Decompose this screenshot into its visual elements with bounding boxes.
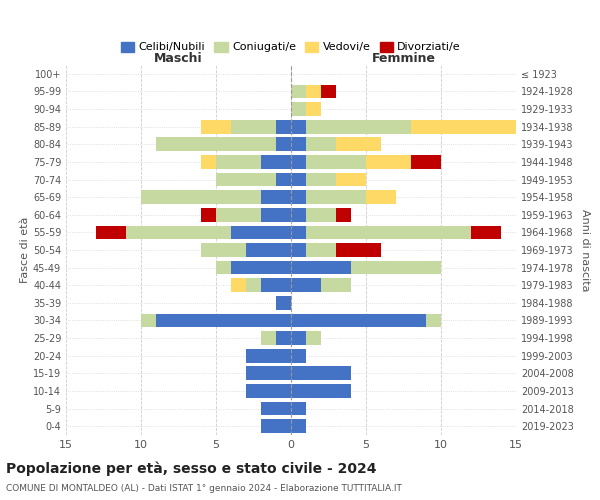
Bar <box>291 331 306 345</box>
Bar <box>291 208 306 222</box>
Bar <box>231 278 246 292</box>
Bar <box>261 190 291 204</box>
Bar <box>291 226 306 239</box>
Bar <box>216 208 261 222</box>
Bar <box>246 384 291 398</box>
Bar <box>291 366 351 380</box>
Bar <box>216 172 276 186</box>
Bar <box>321 84 336 98</box>
Text: Femmine: Femmine <box>371 52 436 65</box>
Legend: Celibi/Nubili, Coniugati/e, Vedovi/e, Divorziati/e: Celibi/Nubili, Coniugati/e, Vedovi/e, Di… <box>116 38 466 57</box>
Bar <box>291 138 306 151</box>
Bar <box>276 296 291 310</box>
Bar <box>366 155 411 169</box>
Bar <box>276 331 291 345</box>
Y-axis label: Fasce di età: Fasce di età <box>20 217 30 283</box>
Bar <box>306 138 336 151</box>
Bar <box>291 120 306 134</box>
Bar <box>201 120 231 134</box>
Bar <box>291 278 321 292</box>
Bar <box>246 349 291 362</box>
Bar <box>141 190 261 204</box>
Bar <box>216 260 231 274</box>
Bar <box>276 120 291 134</box>
Bar <box>156 314 291 328</box>
Bar <box>336 138 381 151</box>
Bar <box>291 243 306 257</box>
Bar <box>261 402 291 415</box>
Bar <box>351 260 441 274</box>
Bar <box>306 172 336 186</box>
Bar <box>411 155 441 169</box>
Bar <box>246 243 291 257</box>
Bar <box>261 155 291 169</box>
Bar <box>471 226 501 239</box>
Bar <box>306 208 336 222</box>
Bar <box>231 226 291 239</box>
Bar <box>141 314 156 328</box>
Bar <box>291 155 306 169</box>
Bar <box>291 314 426 328</box>
Text: Popolazione per età, sesso e stato civile - 2024: Popolazione per età, sesso e stato civil… <box>6 462 377 476</box>
Bar <box>291 84 306 98</box>
Bar <box>201 155 216 169</box>
Bar <box>231 120 276 134</box>
Bar <box>291 384 351 398</box>
Bar <box>291 172 306 186</box>
Bar <box>291 420 306 433</box>
Bar <box>291 190 306 204</box>
Y-axis label: Anni di nascita: Anni di nascita <box>580 209 590 291</box>
Bar <box>291 102 306 116</box>
Bar <box>426 314 441 328</box>
Bar <box>306 120 411 134</box>
Bar <box>306 226 471 239</box>
Bar <box>276 138 291 151</box>
Bar <box>291 402 306 415</box>
Bar <box>276 172 291 186</box>
Bar <box>246 278 261 292</box>
Bar <box>216 155 261 169</box>
Bar <box>306 102 321 116</box>
Bar <box>96 226 126 239</box>
Bar <box>336 243 381 257</box>
Bar <box>336 208 351 222</box>
Bar <box>336 172 366 186</box>
Bar <box>411 120 531 134</box>
Bar <box>306 84 321 98</box>
Bar <box>306 190 366 204</box>
Bar <box>321 278 351 292</box>
Bar <box>291 349 306 362</box>
Bar <box>306 331 321 345</box>
Bar <box>126 226 231 239</box>
Bar <box>201 243 246 257</box>
Bar <box>306 243 336 257</box>
Bar <box>261 208 291 222</box>
Bar <box>246 366 291 380</box>
Text: Maschi: Maschi <box>154 52 203 65</box>
Bar <box>201 208 216 222</box>
Bar <box>261 420 291 433</box>
Bar <box>261 331 276 345</box>
Bar <box>366 190 396 204</box>
Bar <box>306 155 366 169</box>
Bar <box>291 260 351 274</box>
Bar <box>261 278 291 292</box>
Text: COMUNE DI MONTALDEO (AL) - Dati ISTAT 1° gennaio 2024 - Elaborazione TUTTITALIA.: COMUNE DI MONTALDEO (AL) - Dati ISTAT 1°… <box>6 484 402 493</box>
Bar <box>156 138 276 151</box>
Bar <box>231 260 291 274</box>
